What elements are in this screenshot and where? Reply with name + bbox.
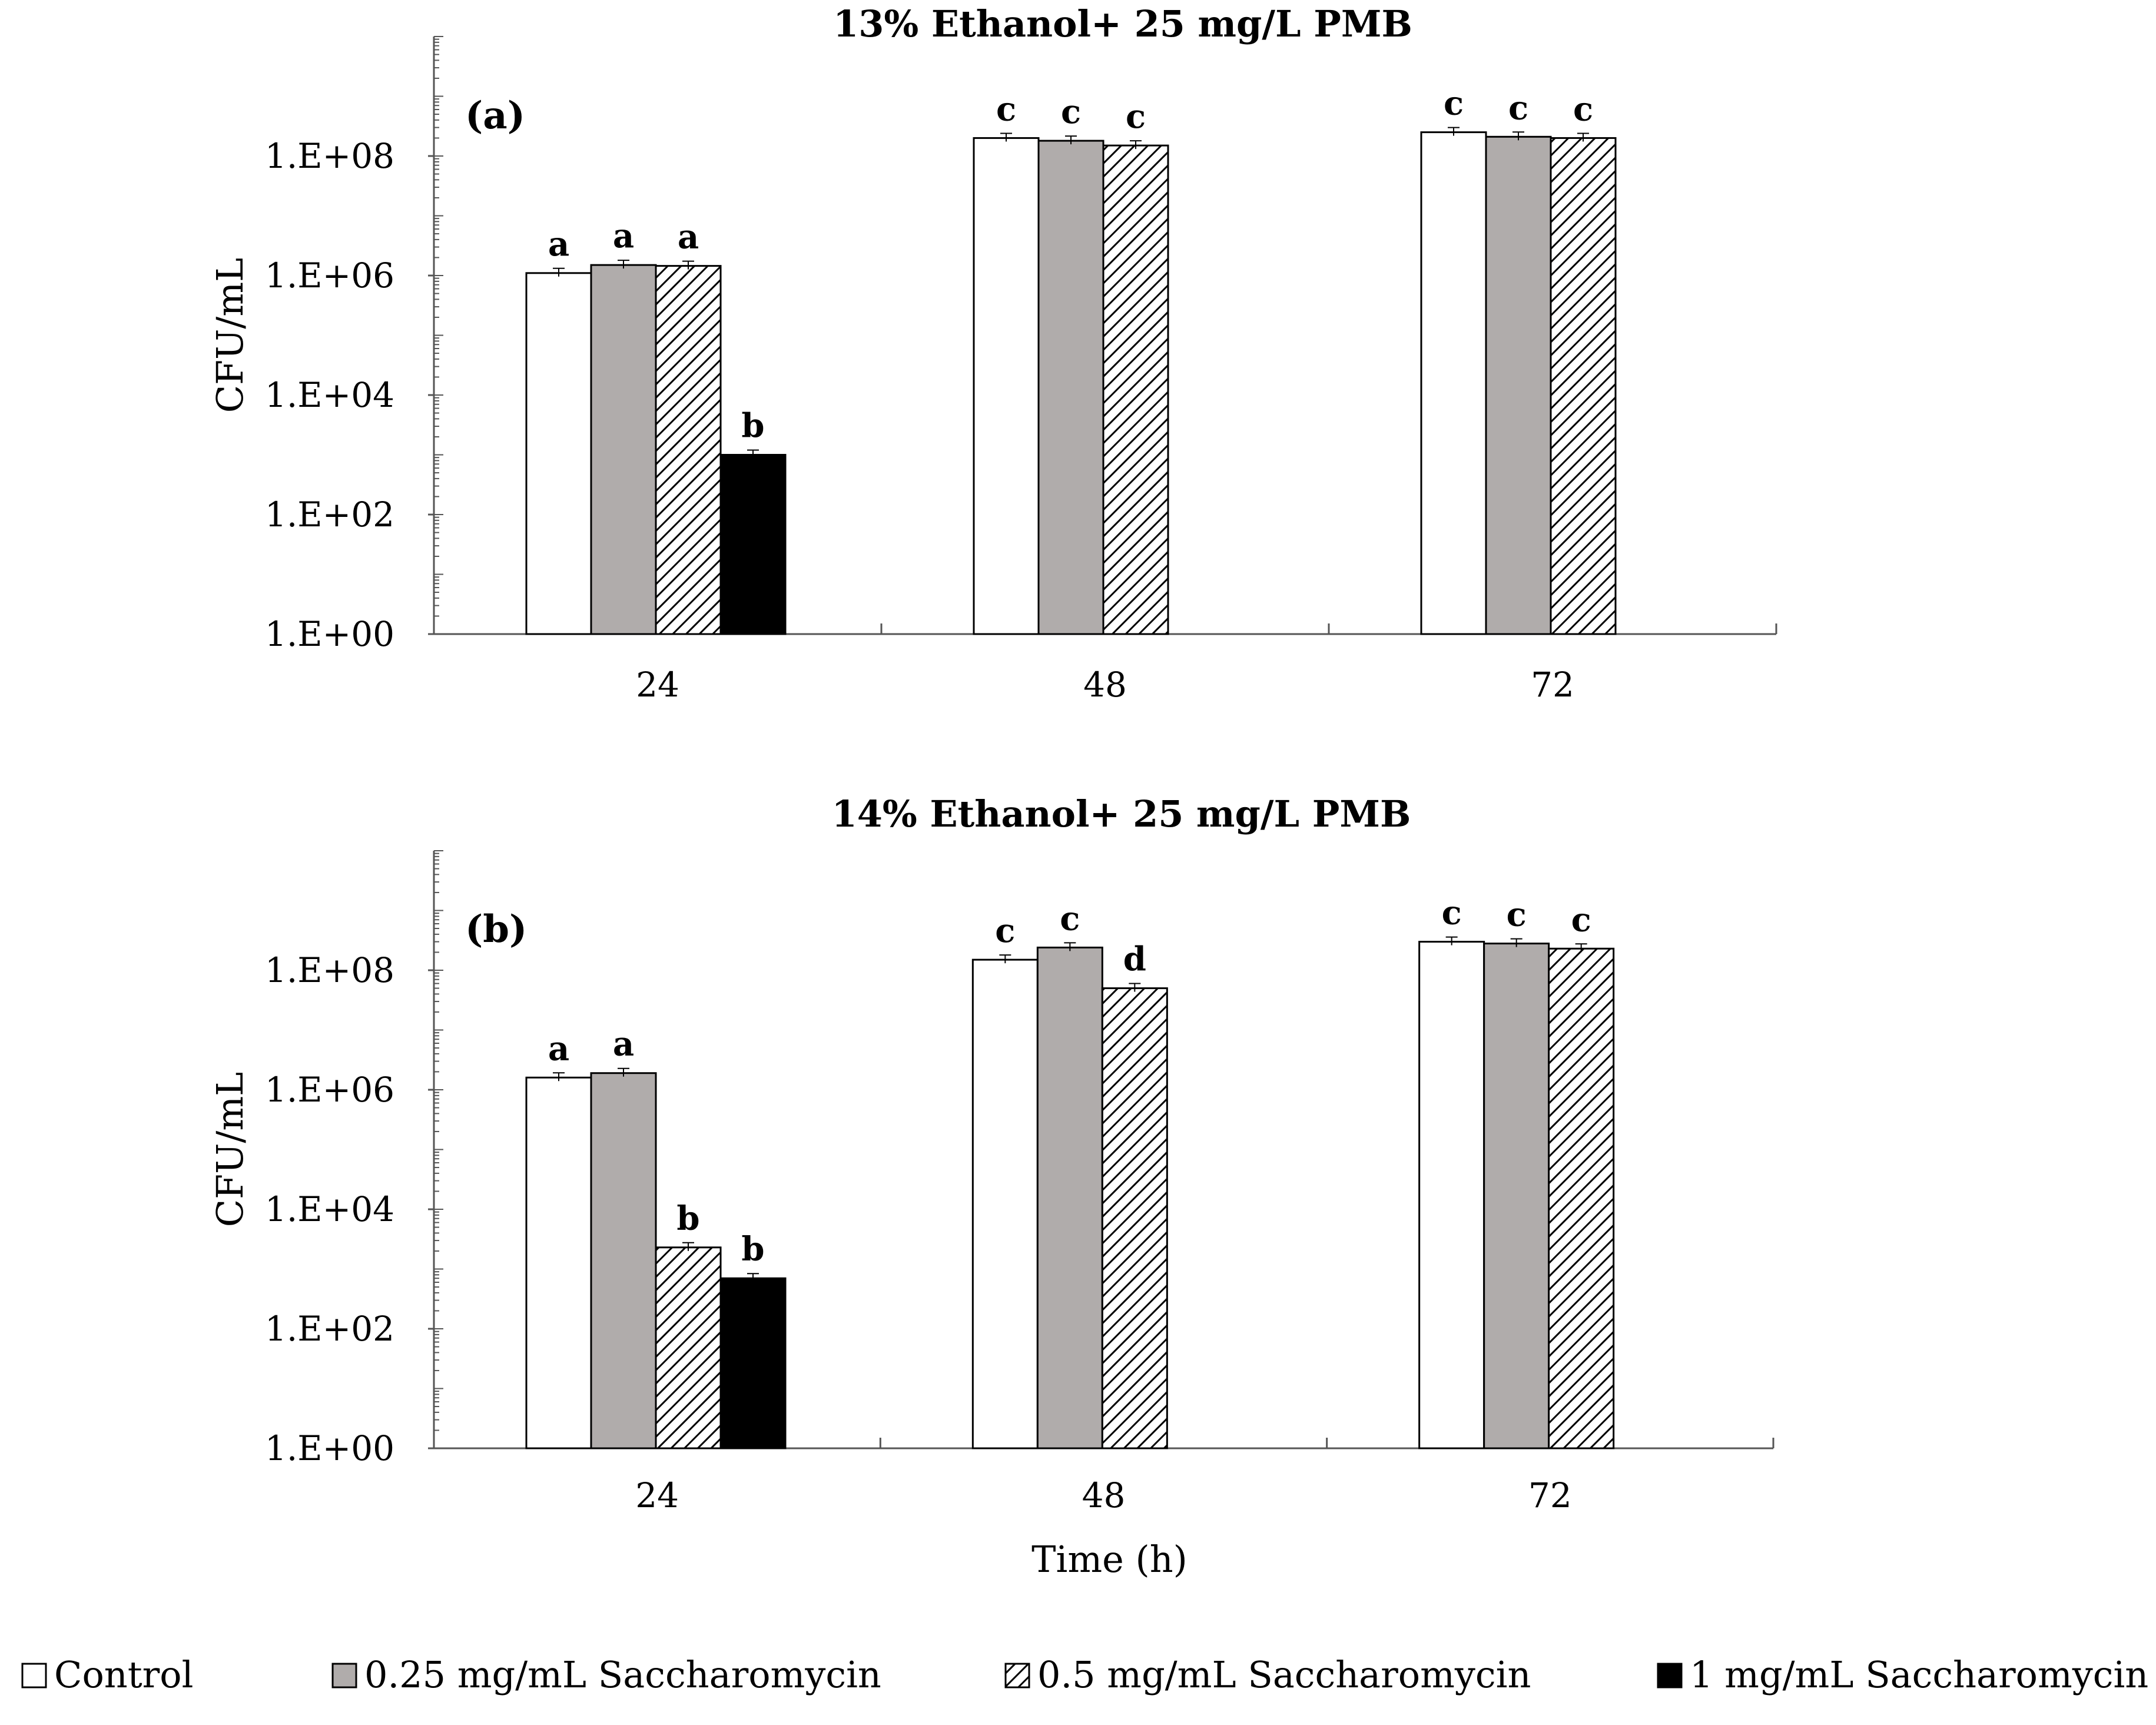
- legend-label: 1 mg/mL Saccharomycin: [1690, 1653, 2148, 1696]
- y-tick-label: 1.E+04: [265, 1189, 394, 1229]
- x-tick-label: 72: [1528, 1475, 1572, 1515]
- y-tick-label: 1.E+02: [265, 495, 394, 535]
- legend: Control 0.25 mg/mL Saccharomycin 0.5 mg/mL…: [21, 1653, 2148, 1696]
- significance-letter: c: [1060, 899, 1080, 938]
- bar-72h-3: [1548, 947, 1615, 1449]
- significance-letter: c: [1126, 97, 1146, 136]
- significance-letter: a: [613, 217, 634, 256]
- y-axis-label: CFU/mL: [208, 258, 251, 413]
- y-tick-label: 1.E+02: [265, 1309, 394, 1349]
- bar-48h-1: [971, 958, 1039, 1449]
- bar-24h-4: [719, 454, 787, 635]
- legend-swatch: [331, 1663, 357, 1688]
- significance-letter: b: [676, 1199, 699, 1238]
- bar-24h-1: [525, 272, 592, 635]
- significance-letter: c: [1508, 88, 1528, 127]
- legend-label: 0.5 mg/mL Saccharomycin: [1037, 1653, 1531, 1696]
- legend-swatch: [21, 1663, 47, 1688]
- x-tick-label: 48: [1083, 665, 1127, 705]
- chart-panel-2: 14% Ethanol+ 25 mg/L PMB 1.E+00 1.E+02 1.E+…: [208, 792, 1774, 1581]
- y-axis-label: CFU/mL: [208, 1072, 251, 1228]
- significance-letter: a: [613, 1025, 634, 1064]
- panel-label: (a): [465, 94, 525, 138]
- bar-24h-2: [590, 1072, 657, 1449]
- significance-letter: a: [678, 218, 699, 257]
- bar-24h-1: [525, 1076, 592, 1449]
- legend-item-3: 0.5 mg/mL Saccharomycin: [1004, 1653, 1531, 1696]
- significance-letter: c: [1573, 89, 1593, 128]
- significance-letter: d: [1123, 940, 1146, 979]
- x-tick-label: 24: [636, 665, 679, 705]
- y-tick-label: 1.E+00: [265, 614, 394, 654]
- significance-letter: a: [548, 1029, 569, 1068]
- y-tick-label: 1.E+08: [265, 136, 394, 176]
- bar-48h-1: [973, 137, 1040, 635]
- bar-72h-1: [1418, 941, 1485, 1449]
- y-tick-label: 1.E+06: [265, 1070, 394, 1110]
- y-tick-label: 1.E+00: [265, 1428, 394, 1468]
- x-axis-label: Time (h): [1031, 1538, 1188, 1581]
- bar-24h-4: [719, 1277, 787, 1449]
- chart-panel-1: 13% Ethanol+ 25 mg/L PMB 1.E+00 1.E+02 1.E+…: [208, 2, 1777, 705]
- chart-title: 14% Ethanol+ 25 mg/L PMB: [832, 792, 1411, 835]
- legend-item-4: 1 mg/mL Saccharomycin: [1657, 1653, 2148, 1696]
- legend-label: Control: [54, 1653, 193, 1696]
- bar-72h-1: [1420, 131, 1487, 635]
- y-tick-label: 1.E+04: [265, 375, 394, 415]
- legend-label: 0.25 mg/mL Saccharomycin: [364, 1653, 881, 1696]
- y-tick-label: 1.E+06: [265, 256, 394, 296]
- bar-24h-2: [590, 264, 657, 635]
- significance-letter: a: [548, 225, 569, 264]
- x-tick-label: 72: [1531, 665, 1574, 705]
- bar-48h-2: [1037, 140, 1104, 635]
- bar-48h-2: [1036, 946, 1103, 1449]
- bar-72h-3: [1550, 137, 1617, 635]
- legend-swatch: [1657, 1663, 1683, 1688]
- significance-letter: c: [1442, 894, 1462, 933]
- bar-72h-2: [1483, 943, 1550, 1449]
- significance-letter: c: [996, 89, 1016, 128]
- bar-24h-3: [655, 1246, 722, 1449]
- significance-letter: c: [1061, 92, 1081, 131]
- significance-letter: c: [1507, 895, 1527, 934]
- significance-letter: c: [1571, 900, 1591, 939]
- bar-24h-3: [655, 265, 722, 635]
- bar-48h-3: [1101, 987, 1168, 1449]
- x-tick-label: 48: [1082, 1475, 1126, 1515]
- panel-label: (b): [465, 907, 527, 951]
- legend-swatch: [1004, 1663, 1030, 1688]
- bar-72h-2: [1485, 135, 1552, 635]
- significance-letter: c: [995, 911, 1015, 950]
- legend-item-1: Control: [21, 1653, 193, 1696]
- significance-letter: b: [741, 1230, 764, 1269]
- bar-48h-3: [1102, 144, 1169, 635]
- legend-item-2: 0.25 mg/mL Saccharomycin: [331, 1653, 881, 1696]
- chart-title: 13% Ethanol+ 25 mg/L PMB: [833, 2, 1412, 45]
- significance-letter: c: [1444, 84, 1464, 123]
- y-tick-label: 1.E+08: [265, 950, 394, 990]
- significance-letter: b: [741, 407, 764, 446]
- x-tick-label: 24: [635, 1475, 679, 1515]
